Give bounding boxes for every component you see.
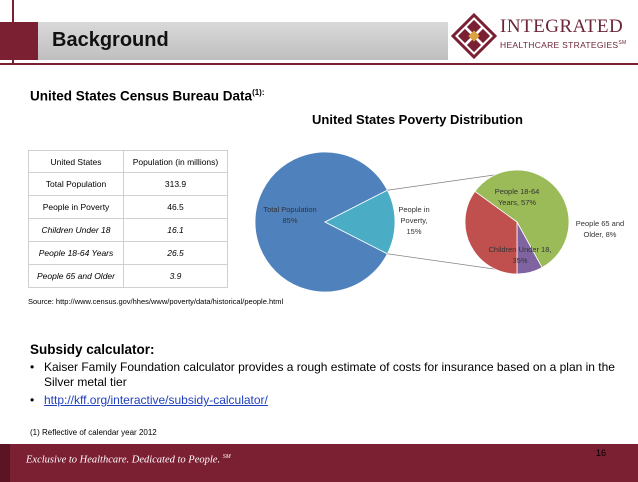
connector-line-top: [387, 171, 516, 191]
header-divider: [0, 63, 638, 65]
pie-slice-adults-18-64: [474, 169, 570, 269]
list-item: Kaiser Family Foundation calculator prov…: [30, 360, 620, 390]
slide-title: Background: [52, 29, 169, 51]
subsidy-heading: Subsidy calculator:: [30, 342, 155, 357]
footnote: (1) Reflective of calendar year 2012: [30, 428, 157, 437]
census-heading-text: United States Census Bureau Data: [30, 88, 253, 104]
table-row: Children Under 18 16.1: [28, 218, 228, 242]
list-item: http://kff.org/interactive/subsidy-calcu…: [30, 393, 620, 408]
kff-calculator-link[interactable]: http://kff.org/interactive/subsidy-calcu…: [44, 393, 268, 407]
pie-slice-people-in-poverty: [324, 189, 396, 255]
census-table: United States Population (in millions) T…: [28, 150, 228, 288]
logo-subtitle-text: HEALTHCARE STRATEGIES: [500, 40, 619, 50]
kff-description: Kaiser Family Foundation calculator prov…: [44, 360, 615, 389]
poverty-pie-chart: Total Population 85% People in Poverty, 15% P…: [254, 151, 624, 293]
column-header: United States: [28, 150, 124, 173]
slide-header: Background: [0, 0, 638, 65]
footer-tagline-mark: SM: [222, 454, 231, 460]
footer-accent: [0, 444, 10, 482]
slide-footer: Exclusive to Healthcare. Dedicated to Pe…: [0, 444, 638, 482]
row-label: People 18-64 Years: [28, 241, 124, 265]
subsidy-list: Kaiser Family Foundation calculator prov…: [30, 360, 620, 411]
table-row: People 65 and Older 3.9: [28, 264, 228, 288]
row-label: People in Poverty: [28, 195, 124, 219]
footer-tagline-text: Exclusive to Healthcare. Dedicated to Pe…: [26, 454, 221, 466]
page-number: 16: [596, 448, 607, 458]
logo-mark: SM: [618, 40, 627, 47]
row-value: 26.5: [123, 241, 228, 265]
label-people-in-poverty: People in Poverty, 15%: [398, 205, 429, 236]
table-row: People 18-64 Years 26.5: [28, 241, 228, 265]
column-header: Population (in millions): [123, 150, 228, 173]
table-header-row: United States Population (in millions): [28, 150, 228, 173]
pie-slice-children-under-18: [464, 190, 518, 275]
logo-subtitle: HEALTHCARE STRATEGIESSM: [500, 40, 627, 50]
diamond-logo-icon: [450, 12, 498, 60]
pie-slice-total-population: [254, 151, 388, 293]
label-total-population: Total Population 85%: [263, 205, 316, 225]
footer-tagline: Exclusive to Healthcare. Dedicated to Pe…: [26, 454, 231, 466]
label-seniors-65-plus: People 65 and Older, 8%: [576, 219, 624, 239]
company-logo: INTEGRATED HEALTHCARE STRATEGIESSM: [448, 12, 638, 60]
row-value: 16.1: [123, 218, 228, 242]
census-source: Source: http://www.census.gov/hhes/www/p…: [28, 297, 284, 306]
census-footnote-ref: (1):: [252, 88, 265, 97]
row-value: 313.9: [123, 172, 228, 196]
row-value: 46.5: [123, 195, 228, 219]
header-accent-line: [12, 0, 14, 64]
row-label: Total Population: [28, 172, 124, 196]
table-row: People in Poverty 46.5: [28, 195, 228, 219]
table-row: Total Population 313.9: [28, 172, 228, 196]
chart-title: United States Poverty Distribution: [312, 112, 523, 127]
label-children-under-18: Children Under 18, 35%: [489, 245, 552, 265]
label-adults-18-64: People 18-64 Years, 57%: [495, 187, 540, 207]
row-label: Children Under 18: [28, 218, 124, 242]
row-value: 3.9: [123, 264, 228, 288]
logo-name: INTEGRATED: [500, 16, 624, 37]
connector-line-bottom: [387, 253, 516, 273]
header-band: [0, 22, 448, 60]
census-heading: United States Census Bureau Data(1):: [30, 88, 265, 104]
row-label: People 65 and Older: [28, 264, 124, 288]
header-dark-block: [0, 22, 38, 60]
